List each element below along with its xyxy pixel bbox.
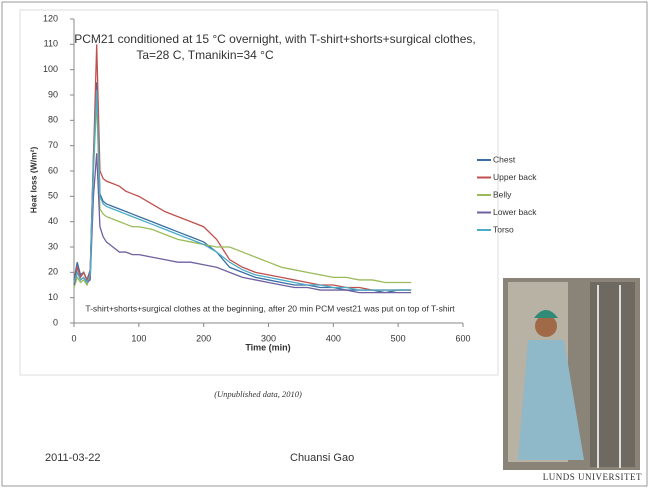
x-axis-label: Time (min) <box>245 342 290 352</box>
x-tick-label: 200 <box>196 333 211 343</box>
y-tick-label: 30 <box>48 241 58 251</box>
y-tick-label: 50 <box>48 191 58 201</box>
y-tick-label: 10 <box>48 292 58 302</box>
y-tick-label: 80 <box>48 115 58 125</box>
y-tick-label: 70 <box>48 140 58 150</box>
source-note: (Unpublished data, 2010) <box>214 389 302 399</box>
chart-title: Ta=28 C, Tmanikin=34 °C <box>136 48 274 62</box>
y-tick-label: 40 <box>48 216 58 226</box>
series-line <box>73 153 412 294</box>
y-tick-label: 20 <box>48 267 58 277</box>
annotation: T-shirt+shorts+surgical clothes at the b… <box>85 303 455 313</box>
legend-label: Lower back <box>493 207 537 217</box>
y-tick-label: 90 <box>48 89 58 99</box>
footer-author: Chuansi Gao <box>290 452 354 464</box>
logo: LUNDS UNIVERSITET <box>543 472 642 482</box>
x-tick-label: 300 <box>261 333 276 343</box>
x-tick-label: 400 <box>326 333 341 343</box>
y-tick-label: 60 <box>48 165 58 175</box>
x-tick-label: 0 <box>71 333 76 343</box>
legend-label: Chest <box>493 154 516 164</box>
y-tick-label: 100 <box>43 64 58 74</box>
chart-title: PCM21 conditioned at 15 °C overnight, wi… <box>74 32 475 46</box>
y-tick-label: 0 <box>53 317 58 327</box>
legend-label: Belly <box>493 189 512 199</box>
photo <box>503 278 640 470</box>
series-line <box>73 89 412 291</box>
y-tick-label: 110 <box>44 39 58 49</box>
x-tick-label: 500 <box>391 333 406 343</box>
x-tick-label: 600 <box>455 333 470 343</box>
legend-label: Torso <box>493 224 514 234</box>
y-tick-label: 120 <box>43 13 58 23</box>
legend-label: Upper back <box>493 172 537 182</box>
y-axis-label: Heat loss (W/m²) <box>28 147 38 214</box>
x-tick-label: 100 <box>131 333 146 343</box>
footer-date: 2011-03-22 <box>45 452 100 464</box>
chart-frame <box>19 9 499 376</box>
